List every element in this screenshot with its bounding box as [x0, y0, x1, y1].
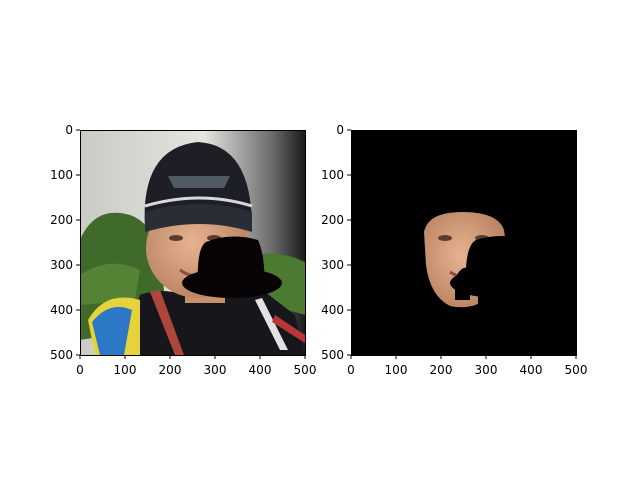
axes-frame	[80, 130, 306, 356]
x-tick-label: 300	[475, 363, 498, 377]
photo-original	[80, 130, 305, 355]
photo-masked	[351, 130, 576, 355]
x-tick-label: 0	[347, 363, 355, 377]
y-tick-label: 0	[65, 123, 73, 137]
x-tick-label: 200	[430, 363, 453, 377]
x-tick-label: 500	[565, 363, 588, 377]
axes-frame	[351, 130, 577, 356]
y-tick-label: 200	[50, 213, 73, 227]
y-tick-label: 0	[336, 123, 344, 137]
x-tick-label: 500	[294, 363, 317, 377]
occluder-shape	[182, 236, 282, 298]
y-tick-label: 200	[321, 213, 344, 227]
y-tick-label: 400	[321, 303, 344, 317]
x-tick-label: 400	[520, 363, 543, 377]
y-tick-label: 500	[50, 348, 73, 362]
y-tick-label: 500	[321, 348, 344, 362]
x-tick-label: 100	[385, 363, 408, 377]
y-tick-label: 400	[50, 303, 73, 317]
x-tick-label: 0	[76, 363, 84, 377]
image-panel-masked	[351, 130, 577, 356]
occluder-shape	[450, 236, 550, 310]
y-tick-label: 100	[50, 168, 73, 182]
x-tick-label: 100	[114, 363, 137, 377]
x-tick-label: 300	[204, 363, 227, 377]
y-tick-label: 300	[321, 258, 344, 272]
x-tick-label: 200	[159, 363, 182, 377]
image-panel-original	[80, 130, 306, 356]
y-tick-label: 300	[50, 258, 73, 272]
x-tick-label: 400	[249, 363, 272, 377]
y-tick-label: 100	[321, 168, 344, 182]
